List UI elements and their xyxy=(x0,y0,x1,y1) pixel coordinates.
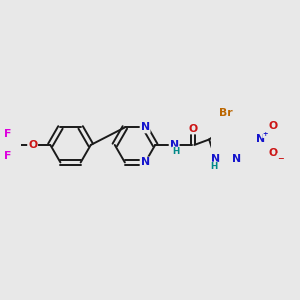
Text: N: N xyxy=(140,158,150,167)
Text: N: N xyxy=(140,122,150,132)
Text: H: H xyxy=(172,147,179,156)
Text: F: F xyxy=(4,129,11,139)
Text: +: + xyxy=(263,131,268,137)
Text: O: O xyxy=(28,140,37,150)
Text: N: N xyxy=(256,134,265,145)
Text: N: N xyxy=(232,154,241,164)
Text: O: O xyxy=(268,121,278,130)
Text: −: − xyxy=(277,154,284,163)
Text: N: N xyxy=(169,140,179,150)
Text: H: H xyxy=(211,162,218,171)
Text: O: O xyxy=(268,148,278,158)
Text: N: N xyxy=(211,154,220,164)
Text: Br: Br xyxy=(219,108,233,118)
Text: O: O xyxy=(188,124,198,134)
Text: F: F xyxy=(4,151,11,161)
